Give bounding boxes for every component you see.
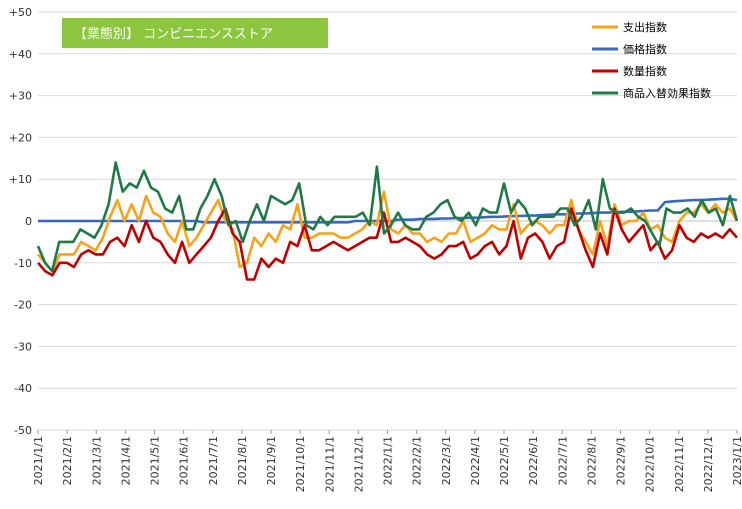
x-tick-label: 2022/3/1 [440,436,453,485]
y-tick-label: -10 [14,257,32,270]
x-tick-label: 2022/6/1 [527,436,540,485]
x-tick-label: 2022/9/1 [615,436,628,485]
x-axis-ticks: 2021/1/1 2021/2/1 2021/3/1 2021/4/1 2021/5/1… [32,430,742,492]
series-line-quantity [37,207,738,281]
series-line-spend [37,190,739,273]
y-tick-label: +10 [9,173,32,186]
x-tick-label: 2022/12/1 [702,436,715,492]
x-tick-label: 2022/5/1 [498,436,511,485]
chart-title: 【業態別】 コンビニエンスストア [74,26,273,42]
x-tick-label: 2021/3/1 [90,436,103,485]
x-tick-label: 2021/1/1 [32,436,45,485]
x-tick-label: 2022/4/1 [469,436,482,485]
legend-label-spend: 支出指数 [623,20,667,34]
x-tick-label: 2021/9/1 [265,436,278,485]
x-tick-label: 2022/8/1 [585,436,598,485]
y-tick-label: +30 [9,90,32,103]
x-tick-label: 2021/2/1 [61,436,74,485]
legend-label-quantity: 数量指数 [623,64,667,78]
y-tick-label: -50 [14,424,32,437]
y-tick-label: +40 [9,48,32,61]
y-tick-label: -30 [14,340,32,353]
x-tick-label: 2021/4/1 [119,436,132,485]
x-tick-label: 2021/5/1 [149,436,162,485]
y-tick-label: +50 [9,6,32,19]
x-tick-label: 2021/10/1 [294,436,307,492]
x-tick-label: 2021/8/1 [236,436,249,485]
chart-title-box: 【業態別】 コンビニエンスストア [62,18,328,48]
x-tick-label: 2021/11/1 [323,436,336,492]
x-tick-label: 2022/11/1 [673,436,686,492]
y-axis-ticks: -50 -40 -30 -20 -10 0 +10 +20 +30 +40 +50 [9,6,32,437]
chart-title-background [62,18,328,48]
y-tick-label: 0 [25,215,32,228]
x-tick-label: 2022/7/1 [556,436,569,485]
x-tick-label: 2022/1/1 [382,436,395,485]
y-tick-label: -40 [14,382,32,395]
legend-label-substitution: 商品入替効果指数 [623,86,711,100]
y-tick-label: +20 [9,131,32,144]
series-line-substitution [36,161,739,273]
x-tick-label: 2022/2/1 [411,436,424,485]
x-tick-label: 2021/7/1 [207,436,220,485]
legend-label-price: 価格指数 [623,42,667,56]
y-tick-label: -20 [14,299,32,312]
x-tick-label: 2023/1/1 [731,436,742,485]
x-tick-label: 2021/12/1 [352,436,365,492]
series-lines [36,161,739,281]
x-tick-label: 2021/6/1 [178,436,191,485]
x-tick-label: 2022/10/1 [644,436,657,492]
